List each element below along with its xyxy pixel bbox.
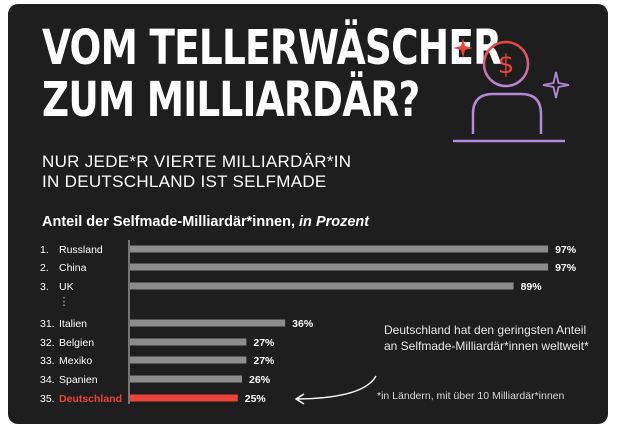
value-label: 27%	[253, 337, 275, 349]
person-body-icon	[471, 92, 543, 134]
footnote: *in Ländern, mit über 10 Milliardär*inne…	[377, 390, 565, 402]
chart-title-main: Anteil der Selfmade-Milliardär*innen,	[42, 214, 295, 230]
rank-label: 33.	[40, 355, 55, 367]
bar	[130, 319, 286, 327]
bar	[130, 375, 243, 383]
rank-label: 35.	[40, 393, 55, 405]
rank-label: 2.	[40, 262, 49, 274]
subheadline-line-1: NUR JEDE*R VIERTE MILLIARDÄR*IN	[42, 152, 352, 171]
bar	[130, 263, 549, 271]
bar-chart: 1. Russland 97% 2. China 97% 3. UK 89% ⋮ 31. Italie…	[40, 240, 577, 405]
country-label: UK	[59, 281, 74, 293]
headline-line-2: ZUM MILLIARDÄR?	[42, 72, 420, 128]
country-label: Spanien	[59, 374, 98, 386]
country-label: Russland	[59, 244, 103, 256]
value-label: 27%	[253, 355, 275, 367]
rank-label: 3.	[40, 281, 49, 293]
value-label: 97%	[555, 244, 577, 256]
coin-icon	[482, 40, 530, 88]
annotation-text: Deutschland hat den geringsten Anteil an…	[384, 323, 589, 353]
chart-title-emphasis: in Prozent	[299, 214, 370, 230]
headline-line-1: VOM TELLERWÄSCHER	[42, 20, 502, 76]
headline: VOM TELLERWÄSCHER ZUM MILLIARDÄR?	[42, 20, 502, 128]
sparkle-purple-icon	[542, 71, 570, 99]
annotation-arrow	[297, 375, 377, 400]
value-label: 36%	[292, 318, 314, 330]
chart-title: Anteil der Selfmade-Milliardär*innen, in…	[42, 214, 369, 230]
country-label: Belgien	[59, 337, 94, 349]
value-label: 25%	[245, 393, 267, 405]
dollar-sign-icon: $	[498, 50, 515, 80]
country-label: Italien	[59, 318, 87, 330]
sparkle-red-icon	[453, 38, 473, 58]
country-label: Deutschland	[59, 393, 122, 405]
rank-label: 32.	[40, 337, 55, 349]
country-label: Mexiko	[59, 355, 92, 367]
subheadline: NUR JEDE*R VIERTE MILLIARDÄR*IN IN DEUTS…	[42, 152, 351, 192]
bar	[130, 394, 238, 402]
country-label: China	[59, 262, 87, 274]
selfmade-millionaire-icon: $	[453, 38, 570, 143]
ellipsis-label: ⋮	[59, 296, 70, 308]
bar	[130, 356, 247, 364]
subheadline-line-2: IN DEUTSCHLAND IST SELFMADE	[42, 172, 327, 191]
bar	[130, 282, 514, 290]
infographic-card: VOM TELLERWÄSCHER ZUM MILLIARDÄR? $ NUR …	[8, 4, 608, 424]
rank-label: 31.	[40, 318, 55, 330]
rank-label: 34.	[40, 374, 55, 386]
bar	[130, 338, 247, 346]
bar	[130, 245, 549, 253]
value-label: 97%	[555, 262, 577, 274]
value-label: 89%	[521, 281, 543, 293]
value-label: 26%	[249, 374, 271, 386]
rank-label: 1.	[40, 244, 49, 256]
arrow-head-icon	[294, 393, 305, 405]
